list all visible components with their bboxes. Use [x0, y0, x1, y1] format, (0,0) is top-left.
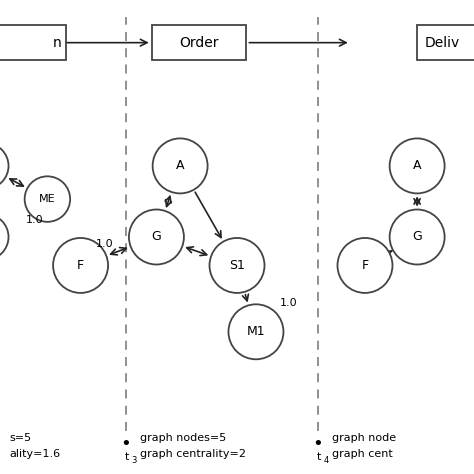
Circle shape: [390, 138, 445, 193]
FancyBboxPatch shape: [152, 25, 246, 61]
Text: graph centrality=2: graph centrality=2: [140, 449, 246, 459]
Text: s=5: s=5: [9, 433, 32, 444]
Circle shape: [210, 238, 264, 293]
Text: n: n: [53, 36, 62, 50]
FancyBboxPatch shape: [0, 25, 66, 61]
Text: A: A: [413, 159, 421, 173]
Text: •: •: [312, 435, 323, 453]
Text: 1.0: 1.0: [26, 215, 44, 226]
Text: M1: M1: [246, 325, 265, 338]
Circle shape: [0, 214, 9, 260]
Text: 4: 4: [324, 456, 329, 465]
Text: 3: 3: [132, 456, 137, 465]
Circle shape: [25, 176, 70, 222]
Text: graph cent: graph cent: [332, 449, 392, 459]
Circle shape: [153, 138, 208, 193]
Text: A: A: [176, 159, 184, 173]
Text: G: G: [152, 230, 161, 244]
Text: •: •: [120, 435, 131, 453]
Circle shape: [390, 210, 445, 264]
Text: F: F: [361, 259, 369, 272]
Text: t: t: [317, 452, 321, 463]
Circle shape: [0, 143, 9, 189]
Circle shape: [129, 210, 184, 264]
Text: graph nodes=5: graph nodes=5: [140, 433, 226, 444]
Text: t: t: [125, 452, 129, 463]
Circle shape: [228, 304, 283, 359]
Text: 1.0: 1.0: [95, 239, 113, 249]
Circle shape: [337, 238, 392, 293]
Text: Deliv: Deliv: [424, 36, 459, 50]
Text: G: G: [412, 230, 422, 244]
Text: Order: Order: [179, 36, 219, 50]
Text: 1.0: 1.0: [280, 298, 297, 309]
Text: ality=1.6: ality=1.6: [9, 449, 61, 459]
Text: F: F: [77, 259, 84, 272]
FancyBboxPatch shape: [417, 25, 474, 61]
Circle shape: [53, 238, 108, 293]
Text: ME: ME: [39, 194, 56, 204]
Text: graph node: graph node: [332, 433, 396, 444]
Text: S1: S1: [229, 259, 245, 272]
